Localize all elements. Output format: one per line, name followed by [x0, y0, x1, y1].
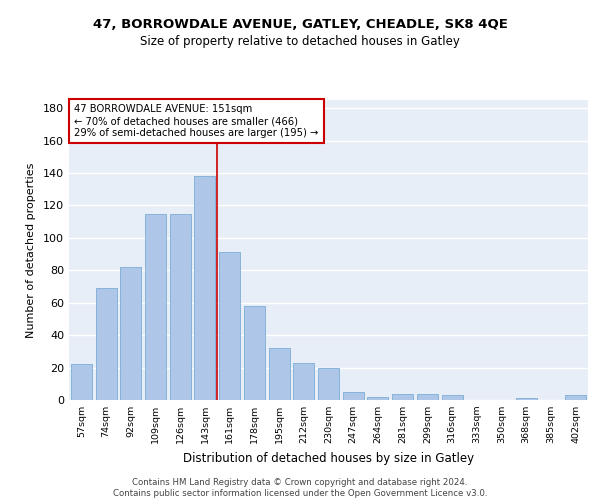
- Bar: [269, 348, 290, 400]
- Bar: [417, 394, 438, 400]
- X-axis label: Distribution of detached houses by size in Gatley: Distribution of detached houses by size …: [183, 452, 474, 465]
- Bar: [565, 395, 586, 400]
- Text: 47 BORROWDALE AVENUE: 151sqm
← 70% of detached houses are smaller (466)
29% of s: 47 BORROWDALE AVENUE: 151sqm ← 70% of de…: [74, 104, 319, 138]
- Bar: [120, 267, 141, 400]
- Text: Contains HM Land Registry data © Crown copyright and database right 2024.
Contai: Contains HM Land Registry data © Crown c…: [113, 478, 487, 498]
- Bar: [71, 364, 92, 400]
- Bar: [293, 362, 314, 400]
- Bar: [219, 252, 240, 400]
- Bar: [392, 394, 413, 400]
- Bar: [318, 368, 339, 400]
- Bar: [145, 214, 166, 400]
- Y-axis label: Number of detached properties: Number of detached properties: [26, 162, 36, 338]
- Text: 47, BORROWDALE AVENUE, GATLEY, CHEADLE, SK8 4QE: 47, BORROWDALE AVENUE, GATLEY, CHEADLE, …: [92, 18, 508, 30]
- Bar: [442, 395, 463, 400]
- Bar: [343, 392, 364, 400]
- Bar: [170, 214, 191, 400]
- Text: Size of property relative to detached houses in Gatley: Size of property relative to detached ho…: [140, 35, 460, 48]
- Bar: [95, 288, 116, 400]
- Bar: [516, 398, 537, 400]
- Bar: [244, 306, 265, 400]
- Bar: [194, 176, 215, 400]
- Bar: [367, 397, 388, 400]
